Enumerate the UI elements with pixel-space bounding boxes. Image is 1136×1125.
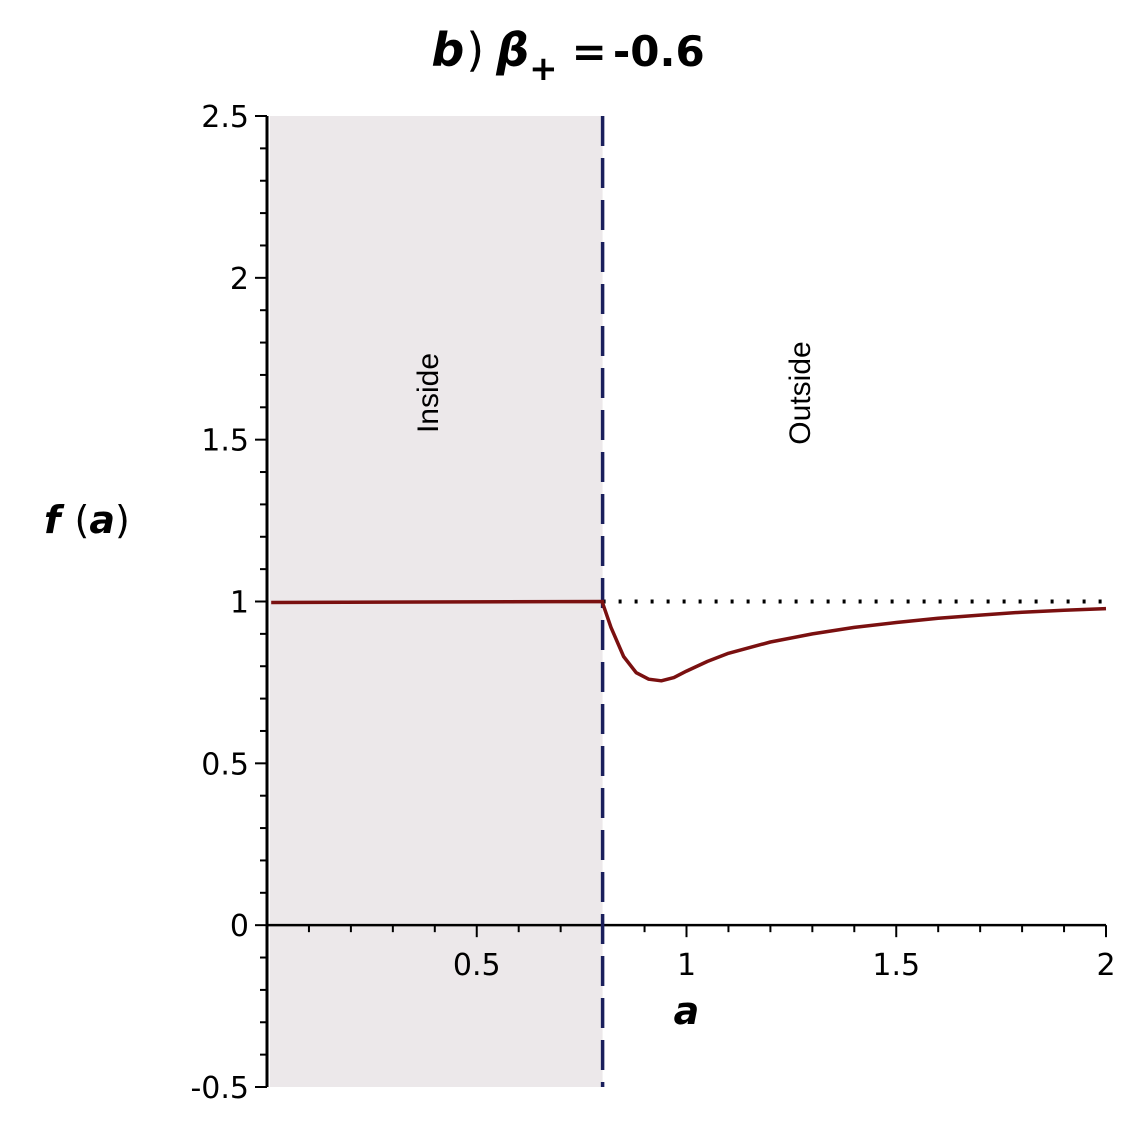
y-tick-label: 0 [230, 909, 249, 944]
title-paren: ) [466, 23, 484, 77]
title-panel-letter: b [431, 23, 464, 77]
x-tick-label: 0.5 [453, 948, 501, 983]
title-value: -0.6 [613, 27, 705, 76]
chart-title: b) β+ = -0.6 [431, 23, 704, 89]
inside-label: Inside [412, 353, 445, 433]
y-axis-label: f (a) [44, 498, 130, 542]
y-tick-label: 2.5 [201, 100, 249, 135]
series-curve [271, 599, 1107, 683]
y-tick-label: 1 [230, 586, 249, 621]
title-equals: = [572, 27, 607, 76]
x-tick-label: 2 [1096, 948, 1115, 983]
title-subscript: + [529, 49, 558, 89]
y-tick-label: 2 [230, 262, 249, 297]
y-tick-label: 1.5 [201, 424, 249, 459]
title-symbol: β [495, 23, 529, 77]
y-axis-label-arg: a [89, 498, 115, 542]
y-axis-label-open: ( [75, 498, 90, 542]
y-axis-label-close: ) [115, 498, 130, 542]
y-tick-label: 0.5 [201, 747, 249, 782]
y-tick-label: -0.5 [190, 1071, 249, 1106]
y-ticks: -0.5 0 0.5 1 1.5 2 2.5 [190, 100, 267, 1106]
x-ticks: 0.5 1 1.5 2 [307, 925, 1116, 983]
x-tick-label: 1.5 [872, 948, 920, 983]
y-axis-label-func: f [44, 498, 65, 542]
x-axis-label: a [674, 989, 700, 1033]
outside-label: Outside [784, 341, 817, 444]
x-tick-label: 1 [677, 948, 696, 983]
